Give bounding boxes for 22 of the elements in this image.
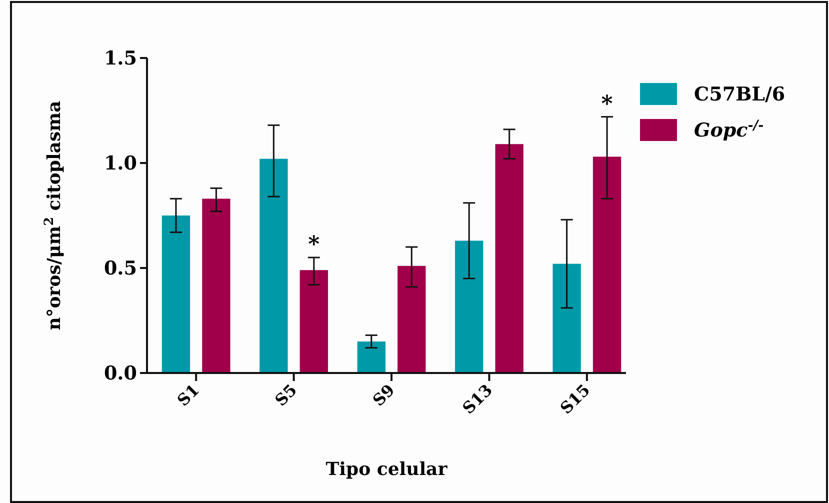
- x-tick-label: S9: [368, 380, 398, 410]
- y-tick-label: 0.5: [104, 258, 137, 280]
- y-tick-label: 0.0: [104, 362, 137, 385]
- x-axis-title: Tipo celular: [326, 459, 448, 480]
- y-tick-label: 1.5: [104, 48, 137, 70]
- x-tick-label: S1: [173, 380, 203, 410]
- legend-label: C57BL/6: [694, 84, 786, 106]
- annotation: *: [308, 232, 320, 258]
- annotation: *: [601, 90, 614, 117]
- bar: [398, 266, 426, 373]
- bar: [357, 342, 386, 373]
- bar: [552, 264, 581, 373]
- bar: [455, 240, 484, 373]
- bar: [300, 270, 328, 373]
- bar: [162, 216, 190, 373]
- legend-label: Gopc$^{-/-}$: [694, 118, 764, 142]
- bar: [202, 198, 230, 373]
- x-tick-label: S5: [271, 380, 301, 410]
- bar: [495, 144, 524, 373]
- bar: [592, 156, 622, 373]
- y-tick-label: 1.0: [104, 152, 137, 175]
- bar: [260, 158, 288, 373]
